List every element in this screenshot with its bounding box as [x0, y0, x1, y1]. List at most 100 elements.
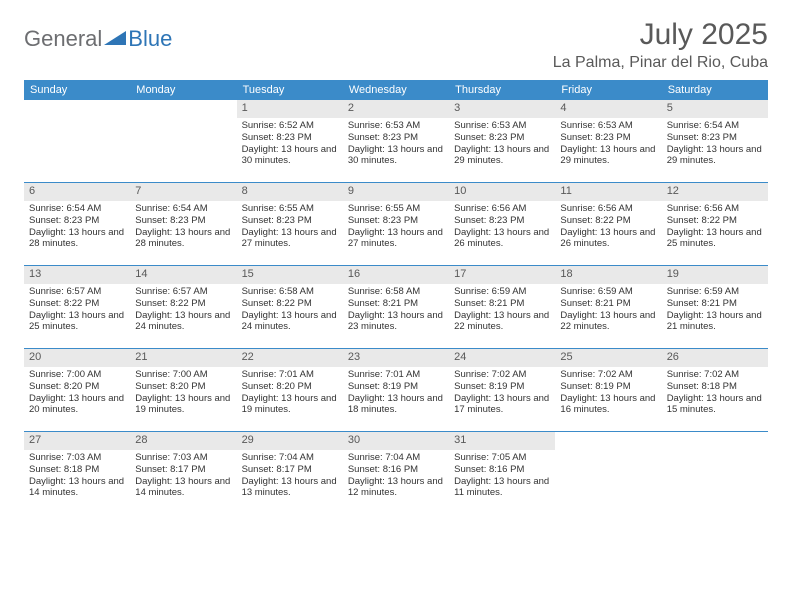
- calendar-cell: 28Sunrise: 7:03 AMSunset: 8:17 PMDayligh…: [130, 432, 236, 514]
- daylight-text: Daylight: 13 hours and 30 minutes.: [242, 144, 338, 168]
- dow-monday: Monday: [130, 80, 236, 100]
- sunrise-text: Sunrise: 6:59 AM: [454, 286, 550, 298]
- cell-body: Sunrise: 6:57 AMSunset: 8:22 PMDaylight:…: [130, 284, 236, 338]
- daylight-text: Daylight: 13 hours and 21 minutes.: [667, 310, 763, 334]
- cell-body: Sunrise: 6:57 AMSunset: 8:22 PMDaylight:…: [24, 284, 130, 338]
- calendar-cell: 18Sunrise: 6:59 AMSunset: 8:21 PMDayligh…: [555, 266, 661, 348]
- calendar-cell: 17Sunrise: 6:59 AMSunset: 8:21 PMDayligh…: [449, 266, 555, 348]
- calendar-grid: Sunday Monday Tuesday Wednesday Thursday…: [24, 80, 768, 514]
- calendar-cell: 26Sunrise: 7:02 AMSunset: 8:18 PMDayligh…: [662, 349, 768, 431]
- day-number: 19: [662, 266, 768, 284]
- sunset-text: Sunset: 8:19 PM: [560, 381, 656, 393]
- weeks-container: 1Sunrise: 6:52 AMSunset: 8:23 PMDaylight…: [24, 100, 768, 514]
- day-number: 21: [130, 349, 236, 367]
- day-number: 27: [24, 432, 130, 450]
- sunset-text: Sunset: 8:22 PM: [667, 215, 763, 227]
- calendar-cell: 19 Sunrise: 6:59 AMSunset: 8:21 PMDayligh…: [662, 266, 768, 348]
- location-subtitle: La Palma, Pinar del Rio, Cuba: [553, 54, 768, 72]
- day-number: 29: [237, 432, 343, 450]
- sunrise-text: Sunrise: 7:02 AM: [454, 369, 550, 381]
- calendar-cell: 23Sunrise: 7:01 AMSunset: 8:19 PMDayligh…: [343, 349, 449, 431]
- daylight-text: Daylight: 13 hours and 24 minutes.: [135, 310, 231, 334]
- cell-body: Sunrise: 6:56 AMSunset: 8:23 PMDaylight:…: [449, 201, 555, 255]
- sunset-text: Sunset: 8:23 PM: [348, 132, 444, 144]
- daylight-text: Daylight: 13 hours and 28 minutes.: [135, 227, 231, 251]
- sunrise-text: Sunrise: 6:59 AM: [667, 286, 763, 298]
- sunrise-text: Sunrise: 7:01 AM: [348, 369, 444, 381]
- calendar-cell: 21Sunrise: 7:00 AMSunset: 8:20 PMDayligh…: [130, 349, 236, 431]
- sunset-text: Sunset: 8:23 PM: [454, 132, 550, 144]
- cell-body: Sunrise: 6:54 AMSunset: 8:23 PMDaylight:…: [662, 118, 768, 172]
- week-row: 1Sunrise: 6:52 AMSunset: 8:23 PMDaylight…: [24, 100, 768, 182]
- sunrise-text: Sunrise: 7:02 AM: [667, 369, 763, 381]
- cell-body: Sunrise: 6:54 AMSunset: 8:23 PMDaylight:…: [24, 201, 130, 255]
- daylight-text: Daylight: 13 hours and 28 minutes.: [29, 227, 125, 251]
- calendar-cell: 20Sunrise: 7:00 AMSunset: 8:20 PMDayligh…: [24, 349, 130, 431]
- sunset-text: Sunset: 8:16 PM: [348, 464, 444, 476]
- cell-body: Sunrise: 6:58 AMSunset: 8:21 PMDaylight:…: [343, 284, 449, 338]
- daylight-text: Daylight: 13 hours and 27 minutes.: [242, 227, 338, 251]
- calendar-cell: 8Sunrise: 6:55 AMSunset: 8:23 PMDaylight…: [237, 183, 343, 265]
- calendar-cell: 16Sunrise: 6:58 AMSunset: 8:21 PMDayligh…: [343, 266, 449, 348]
- sunset-text: Sunset: 8:19 PM: [348, 381, 444, 393]
- cell-body: Sunrise: 6:53 AMSunset: 8:23 PMDaylight:…: [449, 118, 555, 172]
- sunset-text: Sunset: 8:22 PM: [135, 298, 231, 310]
- cell-body: Sunrise: 6:59 AMSunset: 8:21 PMDaylight:…: [449, 284, 555, 338]
- sunrise-text: Sunrise: 6:53 AM: [560, 120, 656, 132]
- sunrise-text: Sunrise: 6:55 AM: [348, 203, 444, 215]
- day-number: 2: [343, 100, 449, 118]
- sunrise-text: Sunrise: 7:04 AM: [242, 452, 338, 464]
- daylight-text: Daylight: 13 hours and 14 minutes.: [29, 476, 125, 500]
- sunset-text: Sunset: 8:21 PM: [667, 298, 763, 310]
- calendar-cell: 25Sunrise: 7:02 AMSunset: 8:19 PMDayligh…: [555, 349, 661, 431]
- calendar-cell: 29Sunrise: 7:04 AMSunset: 8:17 PMDayligh…: [237, 432, 343, 514]
- cell-body: Sunrise: 6:52 AMSunset: 8:23 PMDaylight:…: [237, 118, 343, 172]
- cell-body: Sunrise: 7:03 AMSunset: 8:17 PMDaylight:…: [130, 450, 236, 504]
- cell-body: Sunrise: 7:00 AMSunset: 8:20 PMDaylight:…: [24, 367, 130, 421]
- cell-body: Sunrise: 7:00 AMSunset: 8:20 PMDaylight:…: [130, 367, 236, 421]
- day-number: 8: [237, 183, 343, 201]
- dow-tuesday: Tuesday: [237, 80, 343, 100]
- dow-saturday: Saturday: [662, 80, 768, 100]
- dow-header-row: Sunday Monday Tuesday Wednesday Thursday…: [24, 80, 768, 100]
- daylight-text: Daylight: 13 hours and 30 minutes.: [348, 144, 444, 168]
- daylight-text: Daylight: 13 hours and 13 minutes.: [242, 476, 338, 500]
- daylight-text: Daylight: 13 hours and 22 minutes.: [560, 310, 656, 334]
- sunrise-text: Sunrise: 6:56 AM: [560, 203, 656, 215]
- daylight-text: Daylight: 13 hours and 14 minutes.: [135, 476, 231, 500]
- sunset-text: Sunset: 8:23 PM: [135, 215, 231, 227]
- daylight-text: Daylight: 13 hours and 22 minutes.: [454, 310, 550, 334]
- sunset-text: Sunset: 8:18 PM: [667, 381, 763, 393]
- daylight-text: Daylight: 13 hours and 27 minutes.: [348, 227, 444, 251]
- cell-body: Sunrise: 7:05 AMSunset: 8:16 PMDaylight:…: [449, 450, 555, 504]
- calendar-cell: 15Sunrise: 6:58 AMSunset: 8:22 PMDayligh…: [237, 266, 343, 348]
- sunrise-text: Sunrise: 7:01 AM: [242, 369, 338, 381]
- day-number: 12: [662, 183, 768, 201]
- dow-friday: Friday: [555, 80, 661, 100]
- daylight-text: Daylight: 13 hours and 19 minutes.: [135, 393, 231, 417]
- day-number: 13: [24, 266, 130, 284]
- sunset-text: Sunset: 8:20 PM: [29, 381, 125, 393]
- daylight-text: Daylight: 13 hours and 25 minutes.: [29, 310, 125, 334]
- sunrise-text: Sunrise: 6:57 AM: [29, 286, 125, 298]
- sunrise-text: Sunrise: 6:56 AM: [454, 203, 550, 215]
- calendar-cell: 22Sunrise: 7:01 AMSunset: 8:20 PMDayligh…: [237, 349, 343, 431]
- daylight-text: Daylight: 13 hours and 29 minutes.: [454, 144, 550, 168]
- sunrise-text: Sunrise: 7:05 AM: [454, 452, 550, 464]
- cell-body: Sunrise: 6:56 AMSunset: 8:22 PMDaylight:…: [662, 201, 768, 255]
- day-number: 3: [449, 100, 555, 118]
- cell-body: Sunrise: 6:53 AMSunset: 8:23 PMDaylight:…: [343, 118, 449, 172]
- daylight-text: Daylight: 13 hours and 17 minutes.: [454, 393, 550, 417]
- sunrise-text: Sunrise: 6:54 AM: [29, 203, 125, 215]
- cell-body: Sunrise: 7:01 AMSunset: 8:20 PMDaylight:…: [237, 367, 343, 421]
- sunset-text: Sunset: 8:23 PM: [348, 215, 444, 227]
- sunrise-text: Sunrise: 6:54 AM: [135, 203, 231, 215]
- page-header: General Blue July 2025 La Palma, Pinar d…: [24, 18, 768, 72]
- calendar-cell: 3Sunrise: 6:53 AMSunset: 8:23 PMDaylight…: [449, 100, 555, 182]
- daylight-text: Daylight: 13 hours and 18 minutes.: [348, 393, 444, 417]
- cell-body: Sunrise: 7:04 AMSunset: 8:16 PMDaylight:…: [343, 450, 449, 504]
- sunset-text: Sunset: 8:19 PM: [454, 381, 550, 393]
- daylight-text: Daylight: 13 hours and 16 minutes.: [560, 393, 656, 417]
- sunrise-text: Sunrise: 7:00 AM: [29, 369, 125, 381]
- sunset-text: Sunset: 8:21 PM: [560, 298, 656, 310]
